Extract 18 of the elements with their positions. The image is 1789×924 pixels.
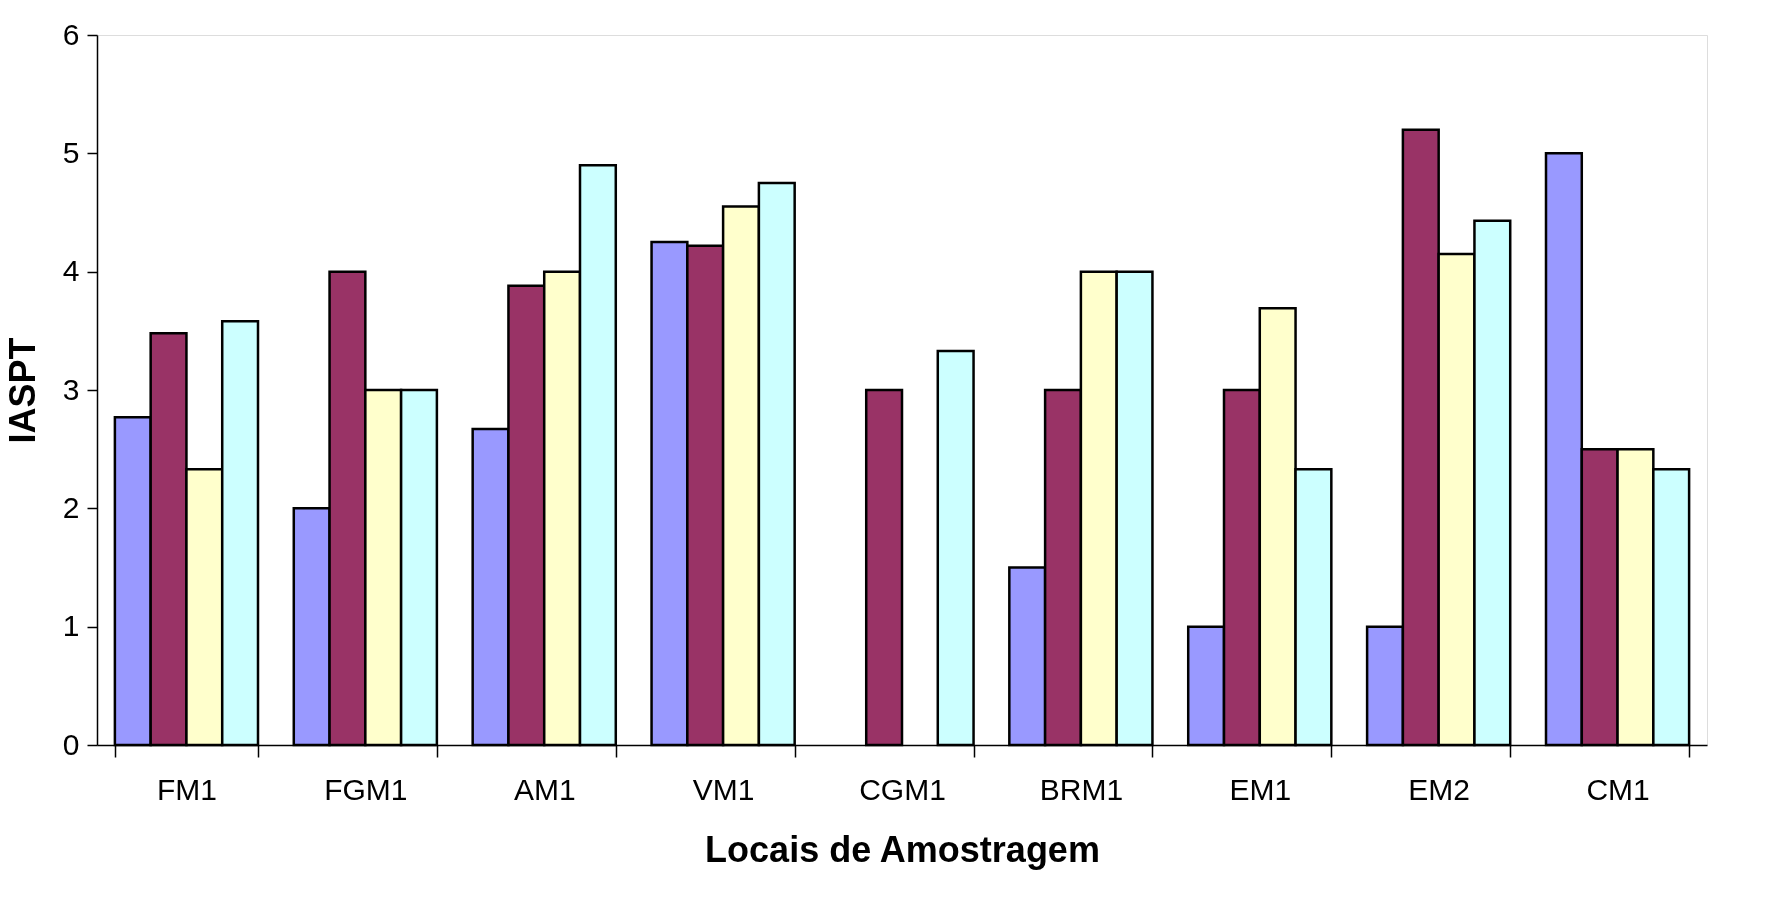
y-tick-label: 0 <box>62 727 80 761</box>
x-tick-label: FM1 <box>156 772 217 806</box>
y-tick-label: 6 <box>62 17 80 51</box>
y-tick-label: 3 <box>62 372 80 406</box>
x-tick-label: EM1 <box>1229 772 1292 806</box>
x-tick-label: EM2 <box>1408 772 1471 806</box>
x-tick-label: BRM1 <box>1039 772 1124 806</box>
y-axis-title: IASPT <box>1 337 43 444</box>
x-axis-title: Locais de Amostragem <box>705 828 1100 870</box>
x-tick-label: FGM1 <box>324 772 408 806</box>
x-tick-label: CGM1 <box>859 772 946 806</box>
y-tick-label: 4 <box>62 254 80 288</box>
x-tick-label: CM1 <box>1586 772 1650 806</box>
x-tick-label: AM1 <box>513 772 576 806</box>
y-tick-label: 2 <box>62 490 80 524</box>
y-tick-label: 5 <box>62 135 80 169</box>
y-tick-label: 1 <box>62 609 80 643</box>
x-tick-label: VM1 <box>692 772 755 806</box>
